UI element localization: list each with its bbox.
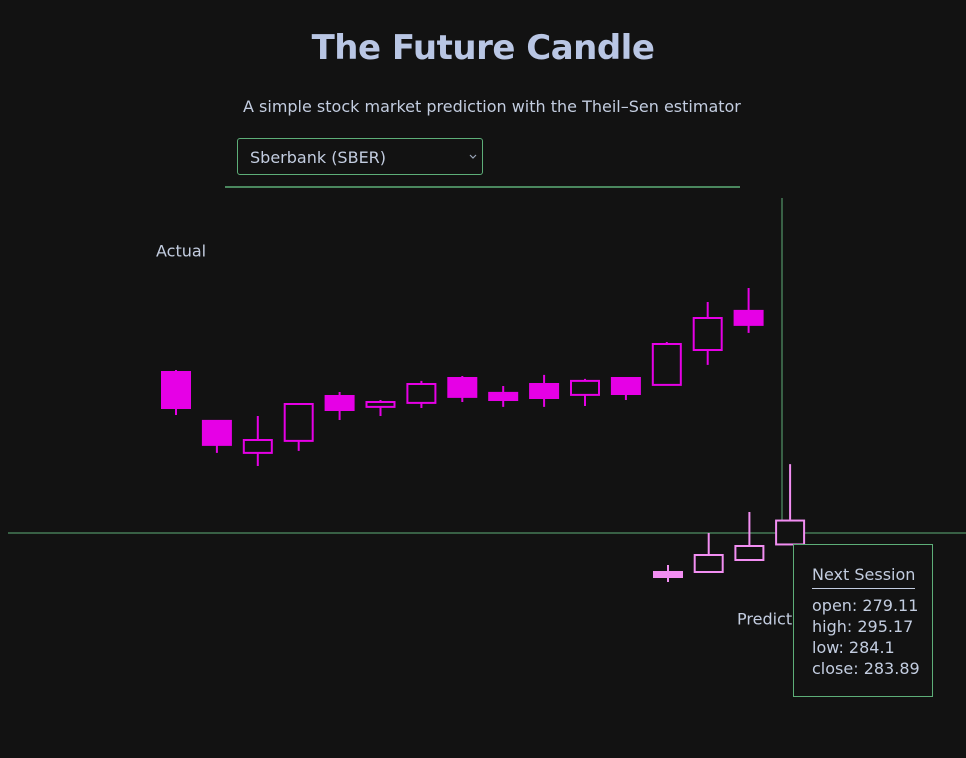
- candle-body: [283, 403, 314, 442]
- chevron[interactable]: [468, 152, 478, 162]
- tooltip-row: low: 284.1: [812, 638, 895, 657]
- candle-body: [653, 571, 683, 578]
- candle-body: [201, 419, 232, 446]
- candle-body: [570, 379, 600, 396]
- candle-body: [365, 401, 396, 408]
- candle-body: [692, 317, 723, 351]
- tooltip-row: high: 295.17: [812, 617, 914, 636]
- candle-body: [651, 343, 682, 386]
- candle-body: [406, 383, 437, 404]
- candle-body: [775, 519, 806, 546]
- tooltip-row: open: 279.11: [812, 596, 919, 615]
- candle-body: [693, 554, 724, 573]
- candle-body: [324, 395, 355, 411]
- tooltip-title: Next Session: [812, 565, 916, 589]
- tooltip: Next Session open: 279.11 high: 295.17 low…: [793, 544, 933, 697]
- candle-body: [161, 371, 191, 409]
- app-title: The Future Candle: [311, 28, 655, 68]
- candle-body: [610, 377, 641, 395]
- candle-body: [488, 391, 519, 401]
- app-subtitle: A simple stock market prediction with th…: [243, 97, 741, 116]
- candle-body: [733, 309, 764, 326]
- candle-body: [734, 545, 765, 561]
- chart-label: Actual: [156, 242, 206, 261]
- candle-body: [242, 439, 273, 454]
- candle-body: [447, 377, 478, 398]
- ticker-select[interactable]: Sberbank (SBER): [237, 138, 483, 175]
- select-value[interactable]: Sberbank (SBER): [250, 148, 387, 167]
- candle-body: [529, 383, 560, 399]
- tooltip-row: close: 283.89: [812, 659, 920, 678]
